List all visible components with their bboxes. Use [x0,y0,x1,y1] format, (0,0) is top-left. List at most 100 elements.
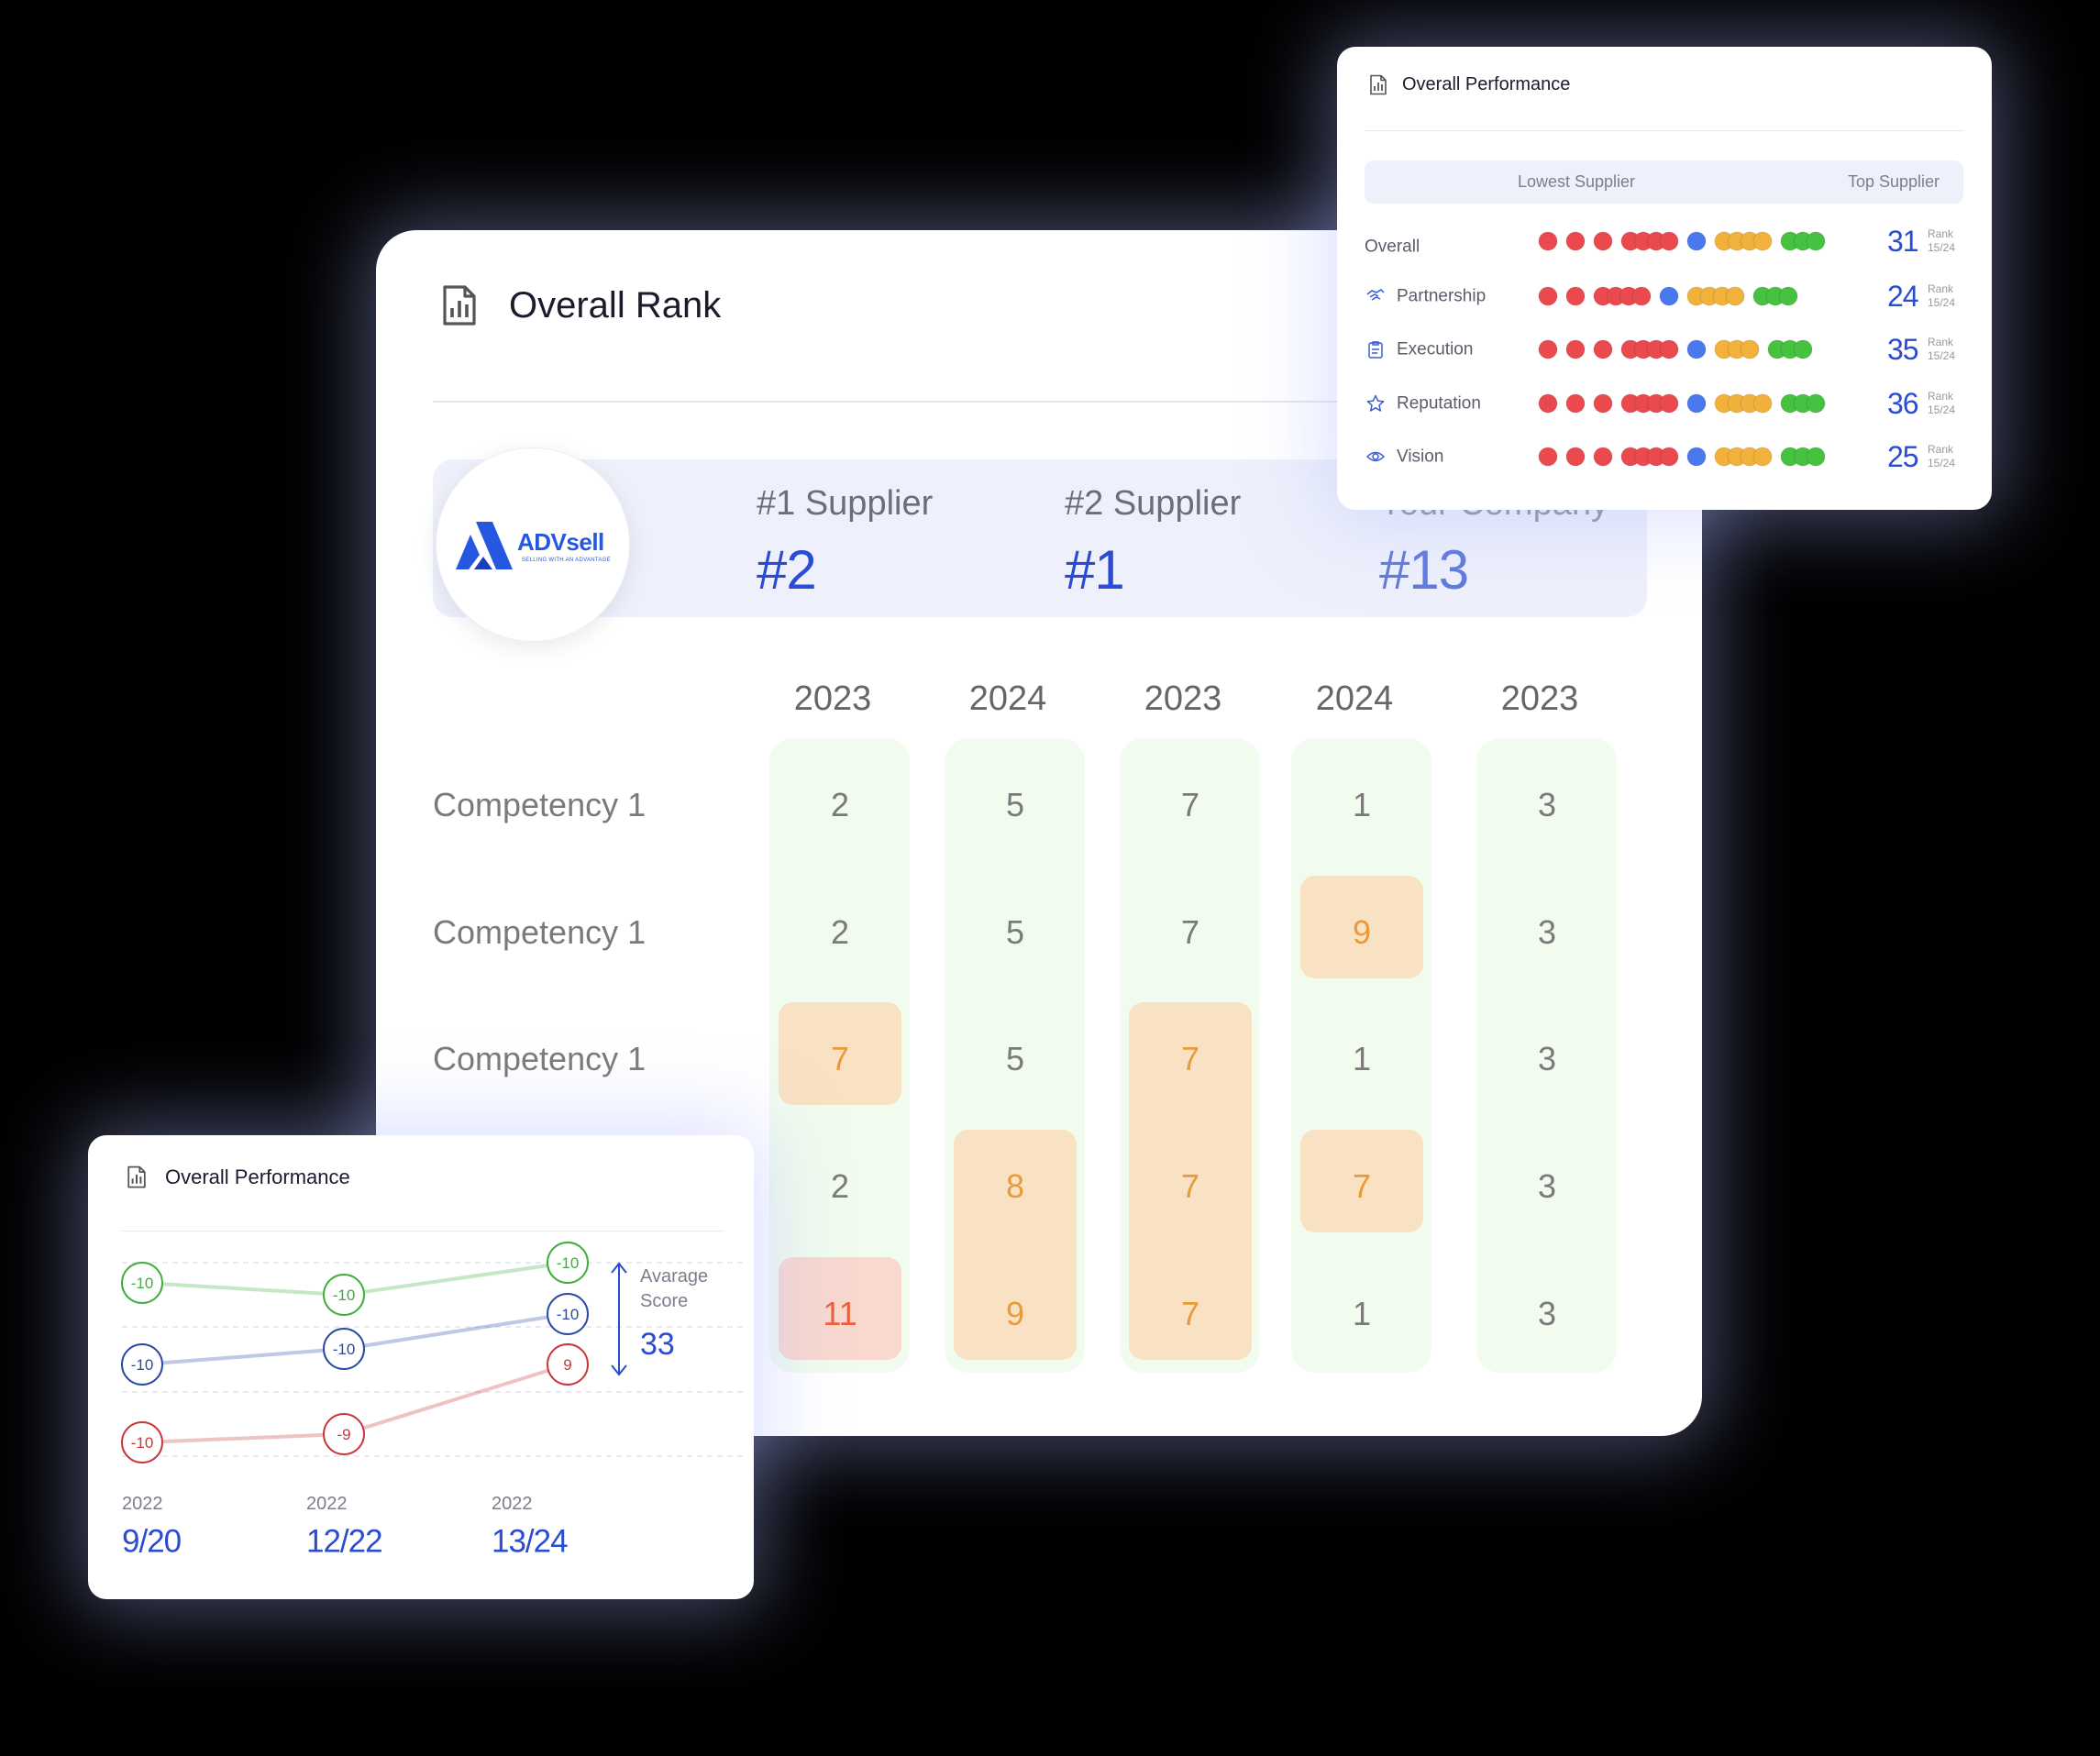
text: Avarage Score [640,1266,709,1311]
text: #1 Supplier [757,484,934,523]
node-label: -10 [333,1341,356,1358]
text: 31 [1887,225,1919,258]
text: 7 [830,1040,850,1077]
icon-line [1368,342,1383,359]
divider [433,401,1647,403]
dot-group [1538,231,1558,251]
dot [1752,231,1773,251]
text: SELLING WITH AN ADVANTAGE [522,558,611,563]
node-label: -9 [337,1426,350,1443]
row-icon [1368,341,1383,359]
text: 2022 [306,1494,348,1514]
text: 3 [1537,913,1557,951]
dot-group [1593,447,1613,467]
trend-node [121,1343,163,1386]
text: 15/24 [1928,349,1956,362]
dot [1565,231,1586,251]
text: 1 [1352,786,1372,823]
dot [1725,286,1745,306]
text: 7 [1180,1295,1200,1332]
cell-highlight [1300,1130,1423,1232]
trend-node [323,1328,365,1370]
dot [1593,339,1613,359]
dot [1538,447,1558,467]
text: Rank [1928,282,1954,295]
text: 9/20 [122,1523,182,1560]
icon-line [1365,451,1386,462]
dot [1686,447,1707,467]
node-label: -10 [557,1306,580,1323]
dot-group [1686,231,1707,251]
dot [1565,447,1586,467]
cell-highlight [1300,876,1423,978]
dot [1740,339,1760,359]
row-icon [1365,451,1386,462]
node-label: 9 [563,1356,571,1374]
dot [1806,447,1826,467]
node-label: -10 [131,1356,154,1374]
dot-track [1538,231,1826,251]
dot-track [1538,286,1798,306]
text: 2024 [968,679,1047,718]
text: Competency 1 [433,913,647,951]
dot-group [1565,447,1586,467]
dot-group [1538,447,1558,467]
text: 7 [1180,1167,1200,1205]
cell-highlight [779,1257,901,1360]
dot-group [1686,339,1707,359]
text: 3 [1537,786,1557,823]
logo-mark [456,522,513,569]
text: 2022 [122,1494,163,1514]
icon-outline [1370,74,1387,94]
dot-group [1686,286,1745,306]
trend-node [121,1262,163,1304]
text: 2 [830,1167,850,1205]
row-icon [1366,394,1385,412]
icon-line [1372,453,1379,460]
text: Overall Rank [509,285,722,326]
dot-group [1538,393,1558,414]
dot-track [1538,339,1813,359]
text: Rank [1928,390,1954,403]
cell-highlight [1129,1002,1252,1360]
text: Partnership [1397,286,1487,306]
dot-group [1686,393,1707,414]
dot [1806,231,1826,251]
trend-node [547,1242,589,1284]
text: 36 [1887,387,1919,420]
dot-group [1565,231,1586,251]
dot [1538,393,1558,414]
text: 2023 [1500,679,1579,718]
header-band [1365,160,1963,204]
trend-card: Overall Performance -10 -10 -10 -10 -10 -10 -10… [88,1135,754,1599]
dot-group [1593,231,1613,251]
dot-group [1593,286,1652,306]
text: #2 Supplier [1065,484,1242,523]
dot-group [1538,339,1558,359]
dot [1659,231,1679,251]
text: 3 [1537,1040,1557,1077]
text: #13 [1379,539,1469,601]
dot-group [1620,339,1679,359]
dot-group [1620,393,1679,414]
text: 7 [1352,1167,1372,1205]
cell-highlight [954,1130,1077,1360]
dot [1593,231,1613,251]
dot-group [1714,393,1773,414]
text: 2 [830,786,850,823]
text: 2022 [492,1494,533,1514]
report-icon [127,1166,146,1188]
text: Lowest Supplier [1517,172,1636,191]
text: Overall [1365,237,1420,257]
text: 1 [1352,1040,1372,1077]
dot-group [1686,447,1707,467]
text: 3 [1537,1295,1557,1332]
text: Top Supplier [1847,172,1940,191]
text: Reputation [1397,393,1481,414]
text: 5 [1005,786,1025,823]
text: 2 [830,913,850,951]
text: Rank [1928,227,1954,240]
icon-outline [127,1166,146,1188]
text: 5 [1005,1040,1025,1077]
